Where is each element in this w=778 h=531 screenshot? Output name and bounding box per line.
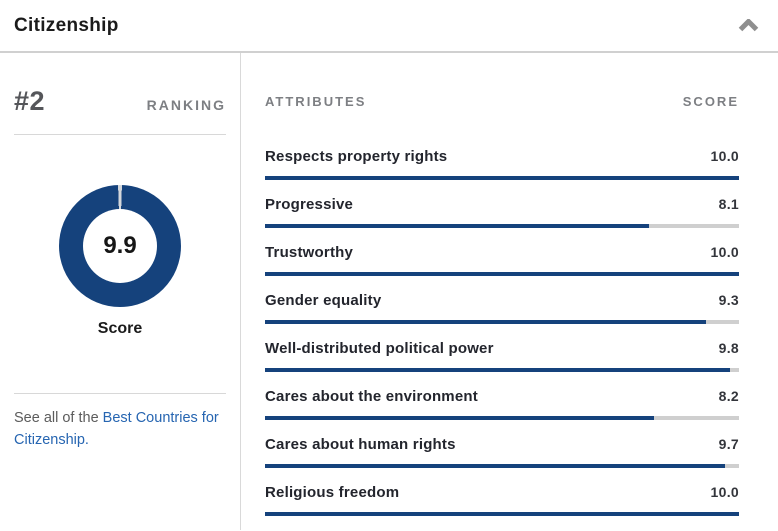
score-bar-track — [265, 512, 739, 516]
panel-header: Citizenship — [0, 0, 778, 53]
score-bar-track — [265, 320, 739, 324]
table-row: Progressive 8.1 — [265, 195, 739, 243]
score-bar-fill — [265, 320, 706, 324]
see-all-text: See all of the Best Countries for Citize… — [14, 407, 232, 451]
chevron-up-icon — [738, 17, 759, 32]
score-bar-fill — [265, 512, 739, 516]
score-label: Score — [97, 320, 143, 337]
collapse-button[interactable] — [736, 17, 761, 34]
score-bar-track — [265, 272, 739, 276]
attribute-score: 9.7 — [718, 436, 739, 452]
table-row: Cares about the environment 8.2 — [265, 387, 739, 435]
score-donut: 9.9 — [59, 185, 181, 307]
score-bar-track — [265, 368, 739, 372]
attribute-label: Respects property rights — [265, 148, 448, 165]
score-bar-fill — [265, 272, 739, 276]
panel-title: Citizenship — [14, 14, 119, 36]
score-bar-track — [265, 416, 739, 420]
see-all-prefix: See all of the — [14, 410, 103, 426]
attribute-score: 8.2 — [718, 388, 739, 404]
divider — [14, 393, 226, 394]
attribute-label: Cares about the environment — [265, 388, 478, 405]
attributes-column-header: ATTRIBUTES — [265, 94, 367, 109]
attribute-score: 9.3 — [718, 292, 739, 308]
attribute-label: Trustworthy — [265, 244, 354, 261]
attribute-score: 9.8 — [718, 340, 739, 356]
table-row: Respects property rights 10.0 — [265, 147, 739, 195]
score-bar-fill — [265, 176, 739, 180]
divider — [14, 134, 226, 135]
rank-value: #2 — [14, 86, 46, 116]
attributes-table-header: ATTRIBUTES SCORE — [265, 95, 739, 109]
best-countries-link[interactable]: Best Countries for Citizenship. — [14, 410, 219, 448]
score-value: 9.9 — [103, 232, 137, 259]
score-column-header: SCORE — [682, 94, 739, 109]
attribute-score: 10.0 — [710, 244, 739, 260]
attribute-score: 8.1 — [718, 196, 739, 212]
attribute-score: 10.0 — [710, 484, 739, 500]
ranking-row: #2 RANKING — [14, 86, 226, 117]
score-bar-track — [265, 224, 739, 228]
table-row: Gender equality 9.3 — [265, 291, 739, 339]
panel-body: #2 RANKING 9.9 Score See all of the Best… — [0, 53, 778, 530]
attributes-section: ATTRIBUTES SCORE Respects property right… — [241, 53, 778, 530]
score-bar-track — [265, 176, 739, 180]
score-bar-track — [265, 464, 739, 468]
attribute-score: 10.0 — [710, 148, 739, 164]
table-row: Well-distributed political power 9.8 — [265, 339, 739, 387]
table-row: Cares about human rights 9.7 — [265, 435, 739, 483]
score-bar-fill — [265, 416, 654, 420]
attributes-rows: Respects property rights 10.0 Progressiv… — [265, 147, 739, 531]
attribute-label: Cares about human rights — [265, 436, 456, 453]
attribute-label: Religious freedom — [265, 484, 400, 501]
table-row: Trustworthy 10.0 — [265, 243, 739, 291]
rank-label: RANKING — [146, 97, 226, 113]
attribute-label: Well-distributed political power — [265, 340, 494, 357]
table-row: Religious freedom 10.0 — [265, 483, 739, 531]
attribute-label: Progressive — [265, 196, 354, 213]
score-bar-fill — [265, 464, 725, 468]
score-bar-fill — [265, 224, 649, 228]
score-donut-hole: 9.9 — [83, 209, 157, 283]
attribute-label: Gender equality — [265, 292, 382, 309]
score-bar-fill — [265, 368, 730, 372]
ranking-sidebar: #2 RANKING 9.9 Score See all of the Best… — [0, 53, 241, 530]
